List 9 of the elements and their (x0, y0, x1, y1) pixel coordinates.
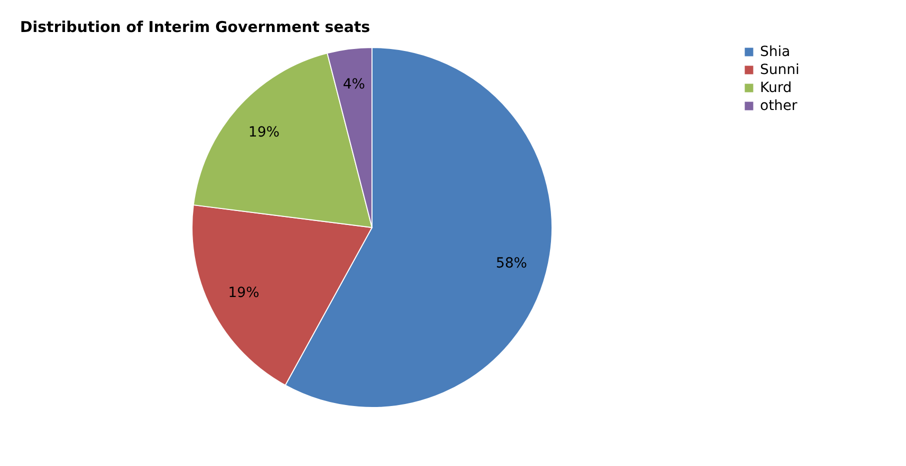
legend-label: Shia (760, 44, 790, 60)
data-label: 58% (496, 255, 528, 272)
chart-title: Distribution of Interim Government seats (20, 18, 370, 36)
data-label: 4% (342, 76, 366, 93)
legend-label: Sunni (760, 62, 800, 78)
data-label: 19% (248, 124, 280, 140)
data-label: 19% (228, 284, 260, 301)
legend-label: Kurd (760, 80, 792, 96)
legend-label: other (760, 98, 798, 114)
